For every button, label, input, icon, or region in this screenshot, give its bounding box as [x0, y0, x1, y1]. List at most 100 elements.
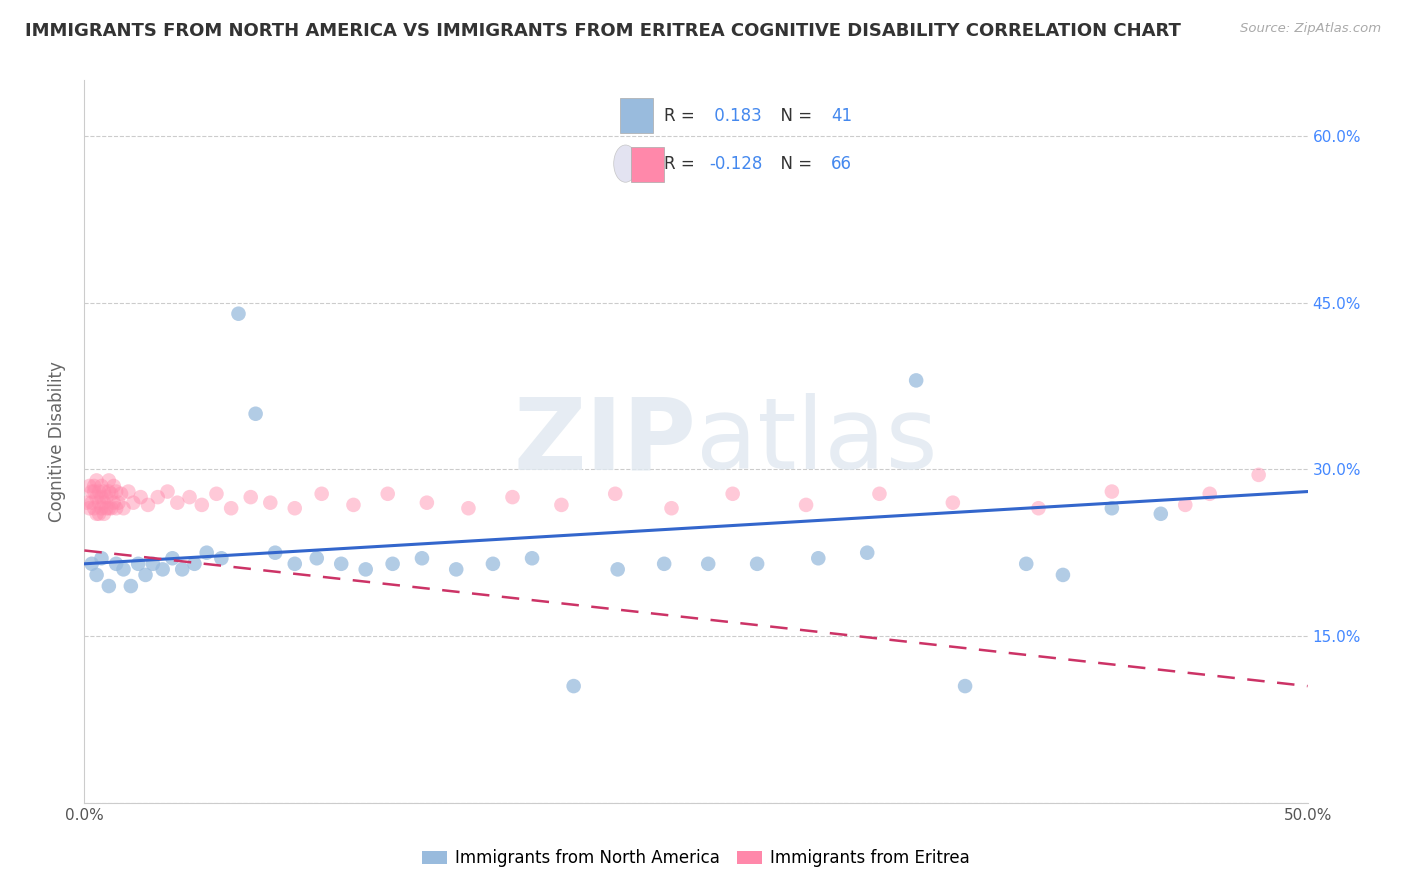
Text: N =: N =: [770, 154, 817, 173]
Point: [209, 551, 232, 566]
Point: [457, 501, 479, 516]
Point: [93, 484, 115, 499]
Point: [97, 501, 120, 516]
Text: 41: 41: [831, 107, 852, 125]
Point: [135, 568, 157, 582]
Point: [721, 487, 744, 501]
Point: [284, 557, 307, 571]
Point: [1101, 484, 1123, 499]
Text: N =: N =: [770, 107, 817, 125]
Point: [96, 501, 118, 516]
Point: [87, 507, 110, 521]
Point: [1015, 557, 1038, 571]
Point: [120, 579, 142, 593]
Point: [86, 507, 108, 521]
Text: R =: R =: [665, 154, 700, 173]
Point: [869, 487, 891, 501]
Point: [90, 501, 112, 516]
Point: [127, 557, 149, 571]
Point: [482, 557, 505, 571]
Point: [183, 557, 205, 571]
Point: [606, 562, 628, 576]
Point: [100, 501, 122, 516]
Point: [90, 551, 112, 566]
Point: [97, 484, 120, 499]
Point: [259, 496, 281, 510]
Point: [1150, 507, 1173, 521]
Point: [905, 373, 928, 387]
Point: [377, 487, 399, 501]
Text: IMMIGRANTS FROM NORTH AMERICA VS IMMIGRANTS FROM ERITREA COGNITIVE DISABILITY CO: IMMIGRANTS FROM NORTH AMERICA VS IMMIGRA…: [25, 22, 1181, 40]
Point: [90, 490, 112, 504]
Point: [86, 568, 108, 582]
Point: [112, 501, 135, 516]
Point: [311, 487, 333, 501]
Point: [87, 496, 110, 510]
Point: [354, 562, 377, 576]
Point: [191, 498, 214, 512]
Point: [83, 484, 105, 499]
Point: [411, 551, 433, 566]
Point: [305, 551, 328, 566]
Point: [942, 496, 965, 510]
Point: [652, 557, 675, 571]
Text: -0.128: -0.128: [709, 154, 762, 173]
Point: [83, 479, 105, 493]
Text: 0.183: 0.183: [709, 107, 762, 125]
Point: [856, 546, 879, 560]
Point: [195, 546, 218, 560]
Point: [83, 501, 105, 516]
Point: [330, 557, 353, 571]
Point: [166, 496, 188, 510]
Point: [112, 562, 135, 576]
Point: [1198, 487, 1220, 501]
Point: [93, 496, 115, 510]
Point: [86, 474, 108, 488]
Point: [107, 496, 129, 510]
Point: [97, 474, 120, 488]
Ellipse shape: [613, 145, 637, 182]
FancyBboxPatch shape: [620, 98, 654, 133]
Point: [122, 496, 145, 510]
Point: [80, 557, 103, 571]
Point: [520, 551, 543, 566]
Point: [205, 487, 228, 501]
Point: [284, 501, 307, 516]
Point: [228, 307, 250, 321]
Point: [747, 557, 769, 571]
Point: [96, 490, 118, 504]
Point: [661, 501, 683, 516]
Point: [605, 487, 627, 501]
Point: [129, 490, 152, 504]
Point: [1101, 501, 1123, 516]
Point: [1247, 467, 1270, 482]
Point: [502, 490, 524, 504]
Point: [105, 557, 128, 571]
Point: [562, 679, 585, 693]
Point: [97, 579, 120, 593]
Point: [100, 487, 122, 501]
Point: [77, 479, 100, 493]
Point: [152, 562, 174, 576]
Point: [179, 490, 201, 504]
Point: [156, 484, 179, 499]
Point: [381, 557, 404, 571]
Point: [103, 496, 125, 510]
Text: 66: 66: [831, 154, 852, 173]
Point: [953, 679, 976, 693]
Point: [86, 490, 108, 504]
Point: [162, 551, 184, 566]
Text: R =: R =: [665, 107, 700, 125]
Point: [1174, 498, 1197, 512]
Y-axis label: Cognitive Disability: Cognitive Disability: [48, 361, 66, 522]
Point: [219, 501, 242, 516]
Point: [239, 490, 262, 504]
Point: [136, 498, 159, 512]
Point: [76, 496, 98, 510]
Text: Source: ZipAtlas.com: Source: ZipAtlas.com: [1240, 22, 1381, 36]
Point: [245, 407, 267, 421]
Point: [697, 557, 720, 571]
Point: [1028, 501, 1050, 516]
Point: [342, 498, 364, 512]
Point: [93, 507, 115, 521]
